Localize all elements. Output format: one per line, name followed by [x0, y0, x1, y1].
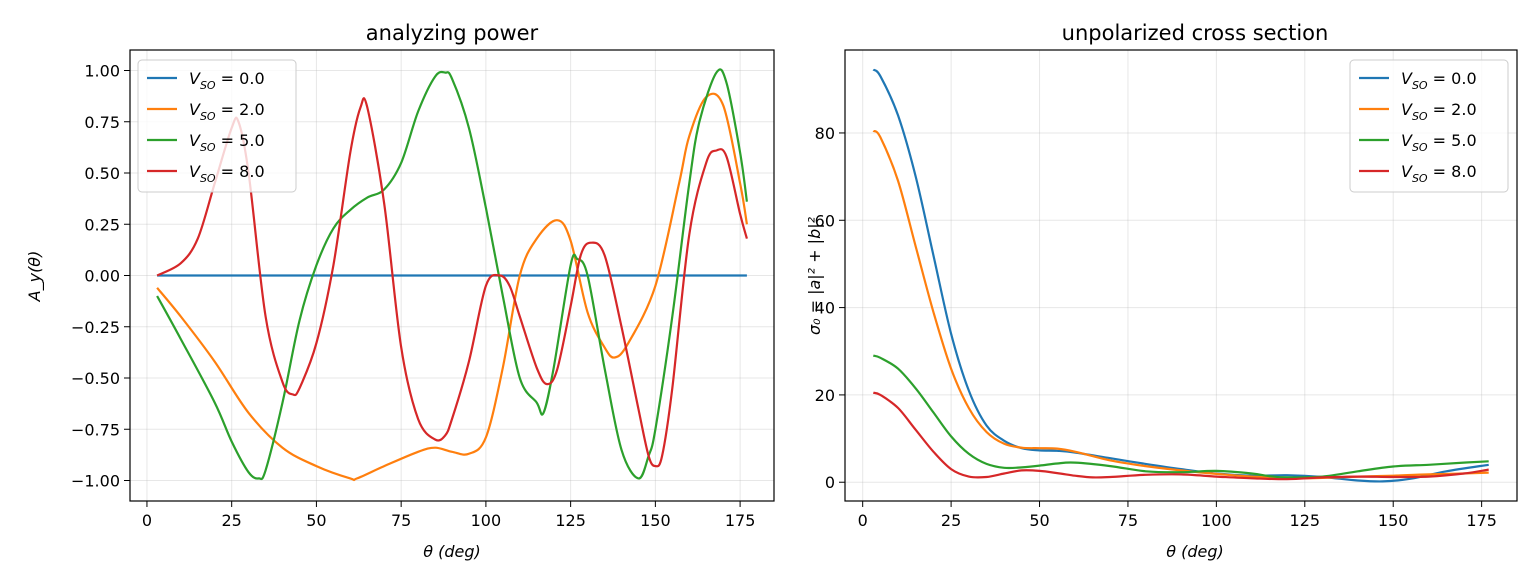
x-tick-label: 0	[858, 511, 868, 530]
x-tick-label: 0	[142, 511, 152, 530]
x-tick-label: 150	[1378, 511, 1409, 530]
y-tick-label: 40	[815, 299, 835, 318]
x-tick-label: 125	[1290, 511, 1321, 530]
legend-label: VSO = 8.0	[1401, 162, 1477, 185]
y-tick-label: 0.75	[84, 113, 120, 132]
series-line-3	[156, 68, 748, 481]
left-x-label: θ (deg)	[423, 542, 481, 561]
y-tick-label: −1.00	[71, 472, 120, 491]
left-legend: VSO = 0.0 VSO = 2.0 VSO = 5.0 VSO = 8.0	[137, 59, 297, 193]
y-tick-label: 0.00	[84, 267, 120, 286]
legend-label: VSO = 2.0	[1401, 100, 1477, 123]
right-x-ticks: 0 25 50 75 100 125 150 175	[858, 501, 1497, 530]
legend-label: VSO = 5.0	[189, 131, 265, 154]
y-tick-label: −0.50	[71, 369, 120, 388]
right-series	[872, 68, 1489, 483]
y-tick-label: 80	[815, 124, 835, 143]
left-y-ticks: 1.00 0.75 0.50 0.25 0.00 −0.25 −0.50 −0.75 −1.00	[71, 62, 130, 491]
right-y-ticks: 0 20 40 60 80	[815, 124, 845, 492]
legend-label: VSO = 0.0	[1401, 69, 1477, 92]
x-tick-label: 50	[306, 511, 326, 530]
right-x-label: θ (deg)	[1166, 542, 1224, 561]
right-chart-title: unpolarized cross section	[1062, 21, 1329, 45]
legend-label: VSO = 2.0	[189, 100, 265, 123]
y-tick-label: 0.50	[84, 164, 120, 183]
x-tick-label: 175	[725, 511, 756, 530]
x-tick-label: 100	[471, 511, 502, 530]
y-tick-label: 0	[825, 473, 835, 492]
y-tick-label: 20	[815, 386, 835, 405]
left-chart-title: analyzing power	[366, 21, 539, 45]
legend-label: VSO = 0.0	[189, 69, 265, 92]
x-tick-label: 125	[555, 511, 586, 530]
x-tick-label: 100	[1201, 511, 1232, 530]
left-y-label: A_y(θ)	[25, 251, 45, 303]
legend-label: VSO = 5.0	[1401, 131, 1477, 154]
series-line-4	[872, 391, 1489, 481]
x-tick-label: 75	[391, 511, 411, 530]
left-x-ticks: 0 25 50 75 100 125 150 175	[142, 501, 756, 530]
right-legend-box	[1349, 59, 1509, 193]
right-y-label: σ₀ = |a|² + |b|²	[805, 216, 824, 335]
x-tick-label: 150	[640, 511, 671, 530]
left-chart: analyzing power 0 25 50 75 100 125 150 175 1.00…	[25, 21, 775, 561]
y-tick-label: −0.25	[71, 318, 120, 337]
x-tick-label: 25	[941, 511, 961, 530]
y-tick-label: 60	[815, 211, 835, 230]
y-tick-label: 0.25	[84, 215, 120, 234]
x-tick-label: 75	[1118, 511, 1138, 530]
right-plot-frame	[844, 49, 1518, 502]
x-tick-label: 175	[1466, 511, 1497, 530]
x-tick-label: 25	[222, 511, 242, 530]
legend-label: VSO = 8.0	[189, 162, 265, 185]
left-legend-box	[137, 59, 297, 193]
x-tick-label: 50	[1029, 511, 1049, 530]
right-legend: VSO = 0.0 VSO = 2.0 VSO = 5.0 VSO = 8.0	[1349, 59, 1509, 193]
left-series	[156, 68, 748, 482]
y-tick-label: 1.00	[84, 62, 120, 81]
series-line-4	[156, 97, 748, 468]
right-chart: unpolarized cross section 0 25 50 75 100 125 1…	[805, 21, 1518, 561]
y-tick-label: −0.75	[71, 420, 120, 439]
series-line-3	[872, 354, 1489, 479]
